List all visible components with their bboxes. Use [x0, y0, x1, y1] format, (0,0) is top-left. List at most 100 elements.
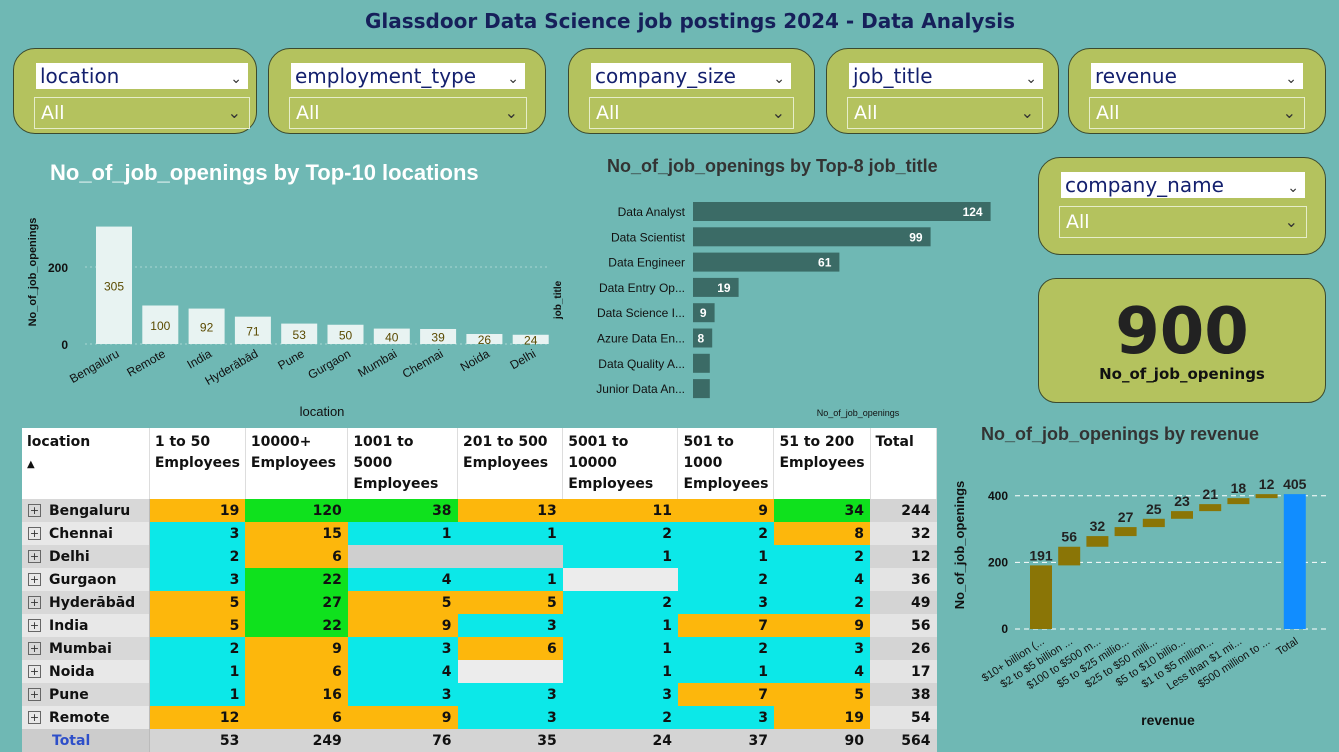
row-total: 244	[870, 499, 937, 522]
row-header[interactable]: + Noida	[22, 660, 150, 683]
expand-plus-icon[interactable]: +	[28, 504, 41, 517]
matrix-cell: 3	[773, 637, 871, 660]
matrix-cell: 1	[347, 522, 458, 545]
matrix-cell: 1	[457, 568, 563, 591]
expand-plus-icon[interactable]: +	[28, 619, 41, 632]
job-title-bar-chart[interactable]: Data Analyst 124 Data Scientist 99 Data Engi…	[0, 0, 1000, 420]
data-label: 26	[478, 333, 492, 347]
sort-ascending-icon[interactable]: ▲	[27, 459, 35, 470]
matrix-cell: 38	[347, 499, 458, 522]
matrix-cell: 2	[562, 522, 678, 545]
row-header[interactable]: + Gurgaon	[22, 568, 150, 591]
x-tick-label: Less than $1 mi...	[1165, 635, 1244, 692]
chevron-down-icon[interactable]: ⌄	[230, 71, 242, 87]
chevron-down-icon[interactable]: ⌄	[504, 103, 518, 122]
chevron-down-icon[interactable]: ⌄	[227, 103, 241, 122]
data-label: 9	[700, 306, 707, 320]
expand-plus-icon[interactable]: +	[28, 527, 41, 540]
chevron-down-icon[interactable]: ⌄	[1282, 103, 1296, 122]
expand-plus-icon[interactable]: +	[28, 642, 41, 655]
expand-plus-icon[interactable]: +	[28, 665, 41, 678]
slicer-employment-type-header[interactable]: employment_type ⌄	[291, 63, 525, 89]
row-header[interactable]: + Hyderābād	[22, 591, 150, 614]
slicer-company-name-header[interactable]: company_name ⌄	[1061, 172, 1305, 198]
matrix-cell: 6	[457, 637, 563, 660]
chevron-down-icon[interactable]: ⌄	[1025, 71, 1037, 87]
job-title-chart-title: No_of_job_openings by Top-8 job_title	[607, 156, 938, 176]
matrix-header[interactable]: Total	[870, 428, 938, 499]
matrix-cell: 1	[562, 660, 678, 683]
matrix-header[interactable]: 5001 to 10000 Employees	[562, 428, 679, 499]
matrix-cell: 3	[149, 522, 246, 545]
row-header[interactable]: + Remote	[22, 706, 150, 729]
bar	[693, 303, 715, 323]
slicer-job-title-header[interactable]: job_title ⌄	[849, 63, 1043, 89]
slicer-revenue[interactable]: revenue ⌄ All ⌄	[1068, 48, 1326, 134]
row-total: 12	[870, 545, 937, 568]
slicer-company-size[interactable]: company_size ⌄ All ⌄	[568, 48, 815, 134]
slicer-employment-type-dropdown[interactable]: All ⌄	[289, 97, 527, 129]
chevron-down-icon[interactable]: ⌄	[1284, 212, 1298, 231]
matrix-cell: 3	[457, 706, 563, 729]
slicer-revenue-dropdown[interactable]: All ⌄	[1089, 97, 1305, 129]
chevron-down-icon[interactable]: ⌄	[771, 103, 785, 122]
matrix-header[interactable]: 201 to 500 Employees	[457, 428, 564, 499]
y-tick-label: 0	[61, 338, 68, 352]
row-header[interactable]: + Pune	[22, 683, 150, 706]
row-header[interactable]: + India	[22, 614, 150, 637]
slicer-revenue-header[interactable]: revenue ⌄	[1091, 63, 1303, 89]
matrix-cell: 1	[149, 660, 246, 683]
matrix-header[interactable]: 1001 to 5000 Employees	[347, 428, 459, 499]
expand-plus-icon[interactable]: +	[28, 596, 41, 609]
slicer-company-size-dropdown[interactable]: All ⌄	[589, 97, 794, 129]
matrix-cell: 3	[677, 706, 774, 729]
slicer-job-title[interactable]: job_title ⌄ All ⌄	[826, 48, 1059, 134]
matrix-header-location[interactable]: location ▲	[22, 428, 150, 499]
row-header[interactable]: + Chennai	[22, 522, 150, 545]
location-chart-title: No_of_job_openings by Top-10 locations	[50, 160, 479, 185]
chevron-down-icon[interactable]: ⌄	[1020, 103, 1034, 122]
expand-plus-icon[interactable]: +	[28, 573, 41, 586]
data-label: 71	[246, 324, 260, 338]
row-header[interactable]: + Mumbai	[22, 637, 150, 660]
matrix-cell: 1	[149, 683, 246, 706]
table-row: + Delhi 2 6 1 1 2 12	[22, 545, 937, 568]
row-header[interactable]: + Bengaluru	[22, 499, 150, 522]
slicer-company-name[interactable]: company_name ⌄ All ⌄	[1038, 157, 1326, 255]
slicer-company-name-dropdown[interactable]: All ⌄	[1059, 206, 1307, 238]
bar	[96, 226, 132, 344]
data-label: 61	[818, 256, 832, 270]
matrix-cell: 9	[773, 614, 871, 637]
matrix-cell: 15	[245, 522, 348, 545]
slicer-employment-type[interactable]: employment_type ⌄ All ⌄	[268, 48, 546, 134]
expand-plus-icon[interactable]: +	[28, 550, 41, 563]
chevron-down-icon[interactable]: ⌄	[507, 71, 519, 87]
x-axis-title: location	[300, 404, 345, 419]
row-header[interactable]: + Delhi	[22, 545, 150, 568]
matrix-cell	[347, 545, 458, 568]
data-label: 27	[1118, 509, 1134, 525]
slicer-location[interactable]: location ⌄ All ⌄	[13, 48, 257, 134]
matrix-cell: 5	[773, 683, 871, 706]
slicer-location-dropdown[interactable]: All ⌄	[34, 97, 250, 129]
chevron-down-icon[interactable]: ⌄	[1285, 71, 1297, 87]
data-label: 39	[431, 330, 445, 344]
bar	[373, 328, 410, 344]
slicer-location-header[interactable]: location ⌄	[36, 63, 248, 89]
row-total: 38	[870, 683, 937, 706]
data-label: 53	[293, 328, 307, 342]
matrix-header[interactable]: 1 to 50 Employees	[149, 428, 246, 499]
slicer-job-title-dropdown[interactable]: All ⌄	[847, 97, 1043, 129]
chevron-down-icon[interactable]: ⌄	[773, 71, 785, 87]
location-bar-chart[interactable]: 0200305Bengaluru100Remote92India71Hyderā…	[0, 0, 560, 420]
bar	[693, 353, 710, 373]
matrix-header[interactable]: 51 to 200 Employees	[773, 428, 871, 499]
column-total: 90	[773, 729, 871, 752]
expand-plus-icon[interactable]: +	[28, 688, 41, 701]
matrix-header[interactable]: 10000+ Employees	[245, 428, 349, 499]
matrix-header[interactable]: 501 to 1000 Employees	[677, 428, 775, 499]
matrix-cell: 2	[149, 545, 246, 568]
slicer-company-size-header[interactable]: company_size ⌄	[591, 63, 791, 89]
expand-plus-icon[interactable]: +	[28, 711, 41, 724]
chevron-down-icon[interactable]: ⌄	[1287, 180, 1299, 196]
